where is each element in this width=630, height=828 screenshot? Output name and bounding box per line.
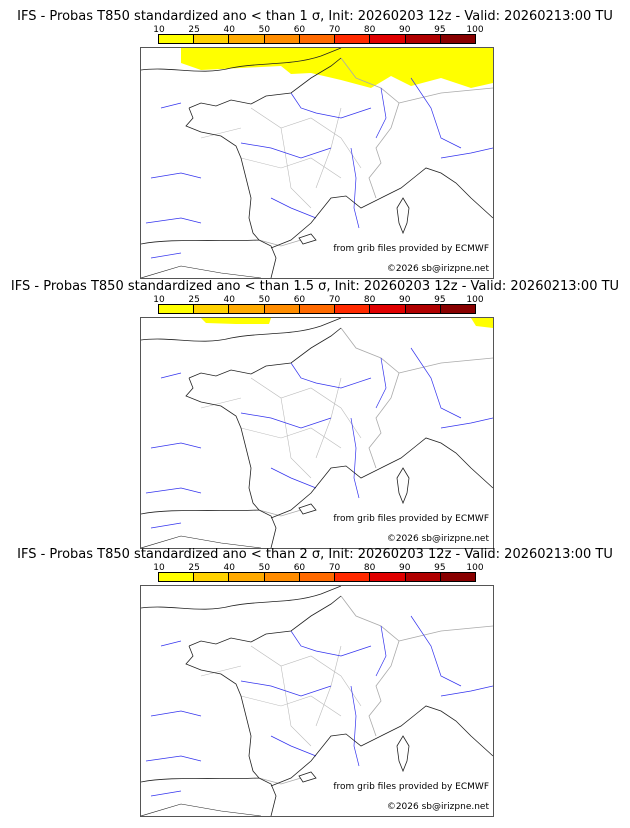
colorbar-swatch <box>405 305 441 313</box>
colorbar <box>158 34 476 44</box>
source-credit: from grib files provided by ECMWF <box>333 782 489 792</box>
colorbar-tick-label: 70 <box>328 25 341 35</box>
colorbar-swatch <box>335 35 371 43</box>
colorbar-tick-label: 50 <box>258 25 271 35</box>
colorbar-tick-label: 10 <box>153 295 165 305</box>
colorbar-swatch <box>194 305 230 313</box>
colorbar-swatch <box>264 305 300 313</box>
colorbar-swatch <box>370 35 406 43</box>
forecast-panel: IFS - Probas T850 standardized ano < tha… <box>0 9 630 279</box>
colorbar-swatch <box>159 573 195 581</box>
probability-map[interactable]: from grib files provided by ECMWF ©2026 … <box>140 47 494 279</box>
map-drawing <box>141 586 493 816</box>
map-drawing <box>141 48 493 278</box>
colorbar-swatch <box>370 305 406 313</box>
colorbar-swatch <box>264 573 300 581</box>
colorbar-swatch <box>159 35 195 43</box>
colorbar-swatch <box>335 573 371 581</box>
forecast-panel: IFS - Probas T850 standardized ano < tha… <box>0 279 630 549</box>
colorbar-swatch <box>194 573 230 581</box>
colorbar-tick-label: 95 <box>434 25 446 35</box>
colorbar-tick-label: 60 <box>293 563 306 573</box>
source-credit: from grib files provided by ECMWF <box>333 514 489 524</box>
probability-map[interactable]: from grib files provided by ECMWF ©2026 … <box>140 317 494 549</box>
colorbar-swatch <box>405 573 441 581</box>
colorbar-swatch <box>440 305 475 313</box>
colorbar-tick-label: 10 <box>153 563 165 573</box>
colorbar-swatch <box>299 35 336 43</box>
panel-title: IFS - Probas T850 standardized ano < tha… <box>17 9 613 24</box>
colorbar-tick-label: 40 <box>223 563 235 573</box>
colorbar-tick-label: 60 <box>293 25 306 35</box>
colorbar-tick-label: 40 <box>223 295 235 305</box>
panel-title: IFS - Probas T850 standardized ano < tha… <box>17 547 613 562</box>
colorbar-swatch <box>264 35 300 43</box>
colorbar-tick-label: 70 <box>328 563 341 573</box>
colorbar-swatch <box>335 305 371 313</box>
colorbar-labels: 10 25 40 50 60 70 80 90 95 100 <box>153 295 483 305</box>
colorbar-tick-label: 80 <box>363 25 376 35</box>
forecast-panel: IFS - Probas T850 standardized ano < tha… <box>0 547 630 817</box>
colorbar-swatch <box>405 35 441 43</box>
colorbar <box>158 572 476 582</box>
colorbar-labels: 10 25 40 50 60 70 80 90 95 100 <box>153 563 483 573</box>
colorbar-swatch <box>299 305 336 313</box>
colorbar-tick-label: 90 <box>399 563 411 573</box>
colorbar-swatch <box>370 573 406 581</box>
colorbar-swatch <box>229 573 265 581</box>
colorbar-tick-label: 90 <box>399 295 411 305</box>
map-drawing <box>141 318 493 548</box>
colorbar-tick-label: 100 <box>466 563 484 573</box>
colorbar-swatch <box>229 35 265 43</box>
colorbar-swatch <box>299 573 336 581</box>
colorbar-tick-label: 10 <box>153 25 165 35</box>
colorbar-tick-label: 70 <box>328 295 341 305</box>
colorbar-tick-label: 25 <box>188 25 200 35</box>
copyright-credit: ©2026 sb@irizpne.net <box>386 264 489 274</box>
colorbar-swatch <box>194 35 230 43</box>
colorbar-tick-label: 60 <box>293 295 306 305</box>
colorbar-tick-label: 100 <box>466 295 484 305</box>
colorbar-labels: 10 25 40 50 60 70 80 90 95 100 <box>153 25 483 35</box>
source-credit: from grib files provided by ECMWF <box>333 244 489 254</box>
colorbar-tick-label: 95 <box>434 563 446 573</box>
colorbar-tick-label: 100 <box>466 25 484 35</box>
colorbar-tick-label: 90 <box>399 25 411 35</box>
colorbar-tick-label: 25 <box>188 295 200 305</box>
panel-title: IFS - Probas T850 standardized ano < tha… <box>10 279 620 294</box>
colorbar <box>158 304 476 314</box>
colorbar-swatch <box>440 573 475 581</box>
colorbar-tick-label: 50 <box>258 563 271 573</box>
colorbar-tick-label: 80 <box>363 295 376 305</box>
colorbar-tick-label: 25 <box>188 563 200 573</box>
colorbar-swatch <box>159 305 195 313</box>
colorbar-swatch <box>440 35 475 43</box>
colorbar-tick-label: 40 <box>223 25 235 35</box>
copyright-credit: ©2026 sb@irizpne.net <box>386 802 489 812</box>
colorbar-tick-label: 95 <box>434 295 446 305</box>
probability-map[interactable]: from grib files provided by ECMWF ©2026 … <box>140 585 494 817</box>
copyright-credit: ©2026 sb@irizpne.net <box>386 534 489 544</box>
colorbar-tick-label: 50 <box>258 295 271 305</box>
colorbar-tick-label: 80 <box>363 563 376 573</box>
colorbar-swatch <box>229 305 265 313</box>
